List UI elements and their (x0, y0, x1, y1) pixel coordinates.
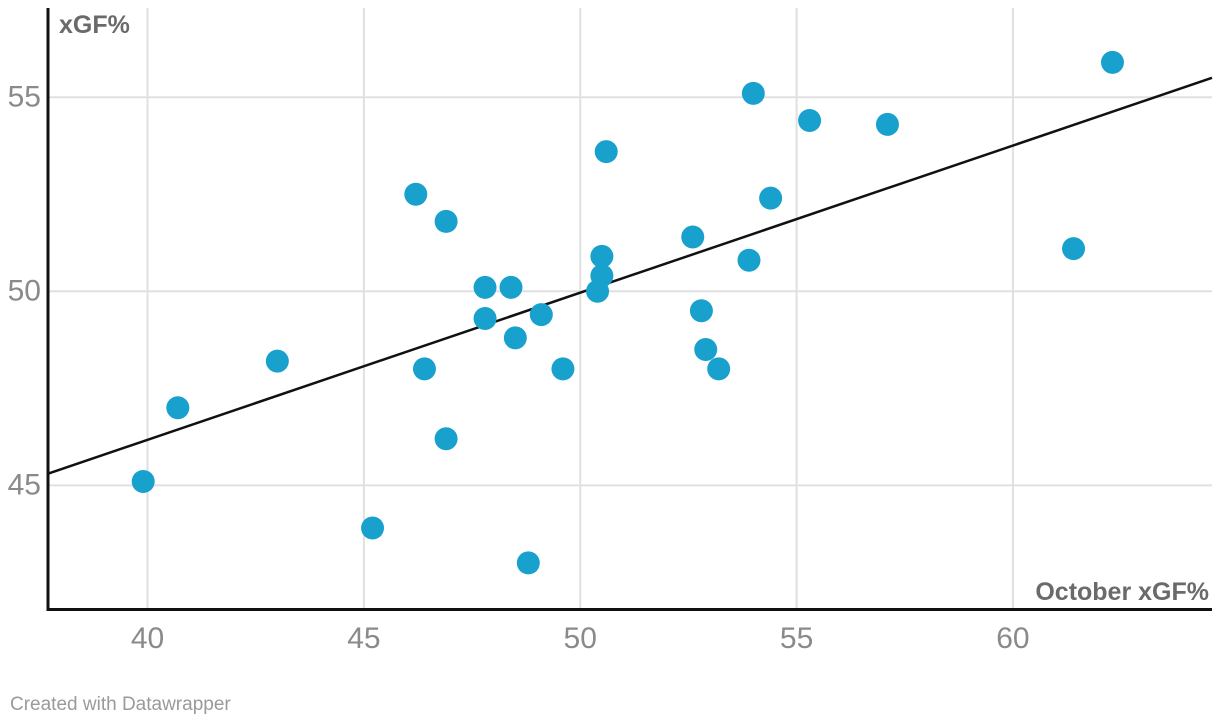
data-point[interactable] (131, 469, 155, 493)
data-point[interactable] (516, 551, 540, 575)
data-point[interactable] (412, 357, 436, 381)
data-point[interactable] (689, 299, 713, 323)
x-tick-label: 40 (131, 622, 164, 655)
data-point[interactable] (694, 337, 718, 361)
data-point[interactable] (503, 326, 527, 350)
data-point[interactable] (404, 182, 428, 206)
x-tick-label: 45 (347, 622, 380, 655)
data-point[interactable] (590, 244, 614, 268)
data-point[interactable] (434, 427, 458, 451)
y-tick-label: 50 (8, 274, 41, 307)
data-point[interactable] (1062, 237, 1086, 261)
data-point[interactable] (681, 225, 705, 249)
y-axis-title: xGF% (59, 11, 130, 39)
data-point[interactable] (434, 209, 458, 233)
data-point[interactable] (551, 357, 575, 381)
data-point[interactable] (875, 112, 899, 136)
x-tick-label: 50 (564, 622, 597, 655)
data-point[interactable] (473, 306, 497, 330)
data-point[interactable] (499, 275, 523, 299)
data-point[interactable] (737, 248, 761, 272)
data-point[interactable] (473, 275, 497, 299)
data-point[interactable] (361, 516, 385, 540)
attribution: Created with Datawrapper (10, 694, 231, 715)
x-axis-title: October xGF% (1035, 578, 1209, 606)
data-point[interactable] (798, 109, 822, 133)
y-tick-label: 45 (8, 468, 41, 501)
x-tick-label: 60 (996, 622, 1029, 655)
trend-line (47, 76, 1213, 475)
data-point[interactable] (529, 303, 553, 327)
data-point[interactable] (166, 396, 190, 420)
data-point[interactable] (1100, 50, 1124, 74)
y-tick-label: 55 (8, 80, 41, 113)
data-point[interactable] (594, 140, 618, 164)
data-point[interactable] (590, 264, 614, 288)
data-point[interactable] (265, 349, 289, 373)
data-point[interactable] (741, 81, 765, 105)
data-point[interactable] (759, 186, 783, 210)
data-point[interactable] (707, 357, 731, 381)
x-tick-label: 55 (780, 622, 813, 655)
